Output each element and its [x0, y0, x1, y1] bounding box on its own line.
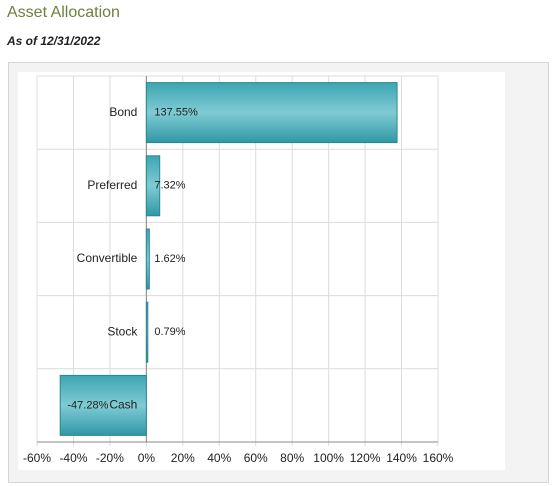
x-tick-label: 0%	[138, 451, 156, 465]
category-label: Cash	[109, 398, 137, 412]
x-tick-label: 100%	[313, 451, 344, 465]
x-tick-label: -60%	[23, 451, 51, 465]
bar	[145, 228, 150, 290]
x-tick-label: -40%	[59, 451, 87, 465]
value-label: -47.28%	[67, 399, 108, 411]
title: Asset Allocation	[7, 4, 120, 21]
x-tick-label: 140%	[386, 451, 417, 465]
x-tick-label: 80%	[280, 451, 304, 465]
x-tick-label: -20%	[96, 451, 124, 465]
bar	[145, 82, 398, 144]
value-label: 0.79%	[154, 326, 185, 338]
value-label: 7.32%	[154, 180, 185, 192]
value-label: 1.62%	[154, 253, 185, 265]
bar	[59, 374, 147, 436]
x-tick-label: 20%	[171, 451, 195, 465]
value-label: 137.55%	[154, 107, 198, 119]
category-label: Preferred	[87, 178, 137, 192]
bar	[145, 155, 161, 217]
x-tick-label: 160%	[423, 451, 454, 465]
category-label: Convertible	[77, 251, 138, 265]
plot: -60% -40% -20% 0% 20% 40% 60% 80% 100% 120% 140% 16…	[23, 75, 454, 465]
x-tick-label: 120%	[350, 451, 381, 465]
x-tick-label: 60%	[244, 451, 268, 465]
bar	[145, 301, 149, 363]
x-tick-label: 40%	[207, 451, 231, 465]
category-label: Stock	[107, 324, 138, 338]
subtitle: As of 12/31/2022	[6, 34, 101, 48]
category-label: Bond	[109, 105, 137, 119]
